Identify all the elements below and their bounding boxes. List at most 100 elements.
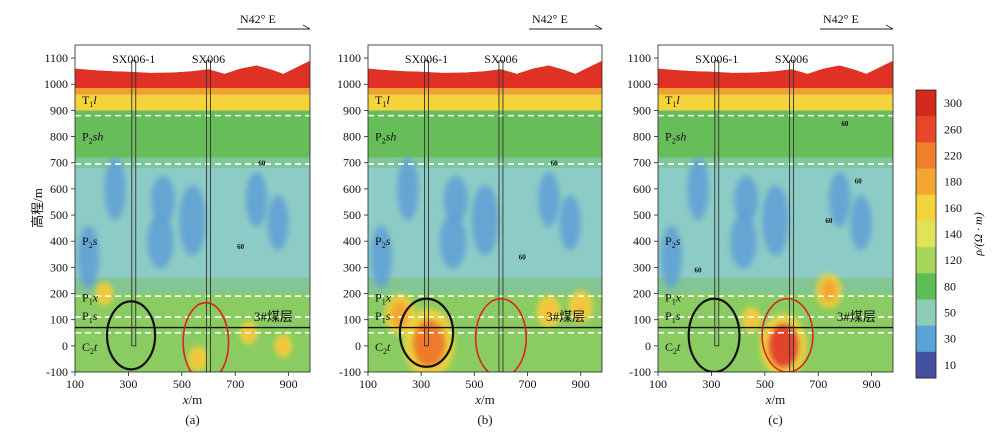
anomaly-core (390, 300, 410, 329)
layer-label: P1s (375, 309, 391, 325)
colorbar-swatch (916, 247, 936, 274)
layer-label: P1s (665, 309, 681, 325)
zone-transition-orange (658, 88, 893, 95)
y-tick-label: 400 (633, 234, 651, 248)
zone-t1l (658, 60, 893, 89)
x-axis-label: x/m (765, 392, 786, 407)
layer-label: P2sh (82, 130, 103, 146)
low-resistivity-patch (730, 213, 757, 269)
low-resistivity-patch (104, 157, 126, 221)
layer-label-ital: s (93, 309, 98, 323)
layer-label: C2t (665, 340, 681, 356)
layer-label-main: P (82, 309, 89, 323)
contour-label: 60 (551, 159, 559, 167)
x-axis-label-var: x (765, 392, 772, 407)
layer-label: T1l (665, 93, 680, 109)
colorbar-swatch (916, 273, 936, 300)
colorbar-tick-label: 120 (944, 253, 962, 267)
y-tick-label: 1000 (337, 77, 361, 91)
x-axis-label-var: x (474, 392, 481, 407)
zone-p2sh-base (368, 157, 602, 168)
zone-p2sh-base (75, 157, 310, 168)
y-tick-label: 500 (633, 208, 651, 222)
colorbar-tick-label: 10 (944, 358, 956, 372)
layer-label-ital: x (385, 290, 392, 304)
colorbar-tick-label: 260 (944, 122, 962, 136)
well-name: SX006 (484, 52, 517, 66)
low-resistivity-patch (443, 175, 468, 223)
direction-arrow-head (594, 24, 603, 30)
x-tick-label: 900 (863, 377, 881, 391)
low-resistivity-patch (850, 195, 872, 251)
y-tick-label: 900 (633, 103, 651, 117)
highlight-ellipse (182, 301, 230, 372)
y-tick-label: 300 (633, 260, 651, 274)
direction-arrow-head (302, 24, 311, 30)
x-axis-label-unit: /m (772, 392, 786, 407)
y-tick-label: 700 (633, 156, 651, 170)
zone-transition-orange (368, 88, 602, 95)
colorbar-tick-label: 180 (944, 175, 962, 189)
layer-label-sub: 2 (673, 347, 677, 356)
layer-label-main: P (82, 234, 89, 248)
y-tick-label: 100 (343, 313, 361, 327)
layer-label: C2t (82, 340, 98, 356)
x-tick-label: 900 (572, 377, 590, 391)
layer-label: P1s (82, 309, 98, 325)
zone-p2s-lower (368, 277, 602, 294)
colorbar-tick-label: 80 (944, 279, 956, 293)
x-axis-label-var: x (182, 392, 189, 407)
highlight-ellipse (105, 300, 157, 371)
well-name: SX006-1 (695, 52, 738, 66)
colorbar-swatch (916, 194, 936, 222)
direction-arrow-head (885, 24, 894, 30)
layer-label-main: P (375, 130, 382, 144)
low-resistivity-patch (245, 171, 268, 227)
layer-label: C2t (375, 340, 391, 356)
contour-label: 60 (695, 267, 703, 275)
zone-t1l (368, 60, 602, 89)
panel-label: (c) (768, 412, 782, 427)
colorbar-swatch (916, 351, 936, 379)
layer-label-sub: 1 (672, 100, 676, 109)
y-tick-label: 900 (343, 103, 361, 117)
layer-label-ital: sh (676, 130, 687, 144)
axes-frame (74, 44, 311, 373)
zone-transition-yellow (658, 94, 893, 111)
contour-label: 60 (855, 178, 863, 186)
colorbar-swatch (916, 116, 936, 143)
x-tick-label: 700 (226, 377, 244, 391)
y-tick-label: 600 (343, 182, 361, 196)
well-name: SX006-1 (405, 52, 448, 66)
well-name: SX006-1 (112, 52, 155, 66)
well-SX006-1 (714, 60, 720, 347)
y-tick-label: 1100 (44, 51, 68, 65)
layer-label-ital: l (386, 93, 390, 107)
low-resistivity-patch (267, 195, 289, 251)
colorbar-swatch (916, 168, 936, 196)
y-tick-label: 200 (50, 287, 68, 301)
zone-transition-yellow (75, 94, 310, 111)
y-tick-label: 200 (633, 287, 651, 301)
layer-label-sub: 2 (672, 137, 676, 146)
layer-label-sub: 1 (382, 297, 386, 306)
section-plot-area: 60 60 60 60 (658, 45, 893, 372)
anomaly-core (573, 295, 589, 318)
coal-seam-label: 3#煤层 (546, 309, 585, 324)
y-tick-label: -100 (339, 365, 361, 379)
x-axis-label: x/m (182, 392, 203, 407)
section-plot-area: 60 60 (368, 45, 602, 372)
layer-label: P1x (375, 290, 392, 306)
layer-label-ital: l (93, 93, 97, 107)
layer-label-sub: 2 (382, 137, 386, 146)
colorbar-swatch (916, 325, 936, 353)
contour-label: 60 (825, 217, 833, 225)
colorbar-tick-label: 300 (944, 96, 962, 110)
x-tick-label: 900 (280, 377, 298, 391)
sky-mask (75, 45, 310, 74)
well-name: SX006 (192, 52, 225, 66)
colorbar-swatch (916, 220, 936, 248)
layer-label-ital: s (386, 309, 391, 323)
y-tick-label: 1100 (337, 51, 361, 65)
y-tick-label: 400 (50, 234, 68, 248)
